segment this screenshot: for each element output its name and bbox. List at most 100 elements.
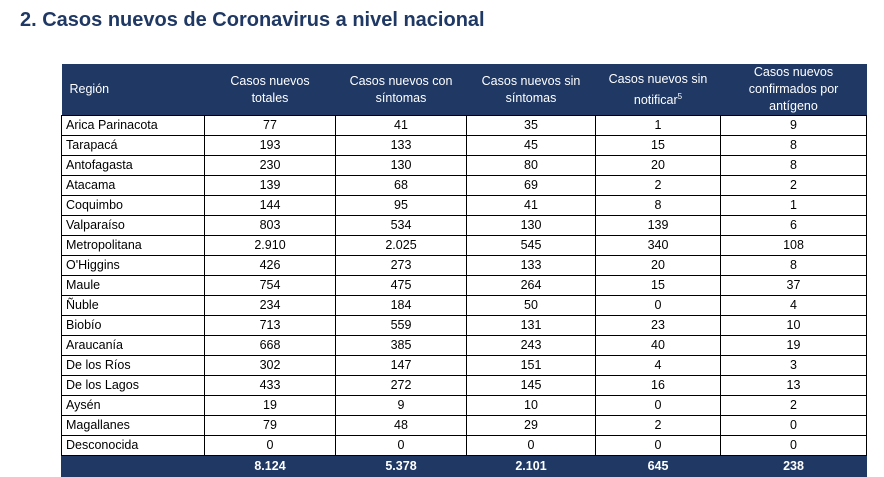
table-row: Araucanía 668 385 243 40 19 [61,335,867,356]
region-cell: O'Higgins [61,255,205,276]
totales-cell: 302 [204,355,336,376]
antigeno-cell: 8 [720,135,867,156]
table-row: De los Lagos 433 272 145 16 13 [61,375,867,396]
antigeno-cell: 6 [720,215,867,236]
header-con-sintomas: Casos nuevos con síntomas [335,64,467,116]
region-cell: Biobío [61,315,205,336]
sin-notificar-cell: 0 [595,295,721,316]
totales-cell: 668 [204,335,336,356]
sin-sintomas-cell: 145 [466,375,596,396]
sin-sintomas-cell: 35 [466,115,596,136]
totales-cell: 234 [204,295,336,316]
table-row: Desconocida 0 0 0 0 0 [61,435,867,456]
total-antigeno: 238 [720,455,867,477]
sin-sintomas-cell: 45 [466,135,596,156]
antigeno-cell: 9 [720,115,867,136]
con-sintomas-cell: 2.025 [335,235,467,256]
sin-notificar-cell: 40 [595,335,721,356]
total-con-sintomas: 5.378 [335,455,467,477]
region-cell: Maule [61,275,205,296]
con-sintomas-cell: 147 [335,355,467,376]
table-row: Aysén 19 9 10 0 2 [61,395,867,416]
totales-cell: 144 [204,195,336,216]
sin-notificar-cell: 20 [595,255,721,276]
sin-sintomas-cell: 130 [466,215,596,236]
totals-label [61,455,205,477]
region-cell: Magallanes [61,415,205,436]
sin-sintomas-cell: 133 [466,255,596,276]
con-sintomas-cell: 559 [335,315,467,336]
sin-notificar-cell: 20 [595,155,721,176]
region-cell: Araucanía [61,335,205,356]
page-title: 2. Casos nuevos de Coronavirus a nivel n… [20,9,485,31]
region-cell: Arica Parinacota [61,115,205,136]
con-sintomas-cell: 9 [335,395,467,416]
totales-cell: 19 [204,395,336,416]
sin-sintomas-cell: 151 [466,355,596,376]
con-sintomas-cell: 184 [335,295,467,316]
sin-notificar-cell: 23 [595,315,721,336]
antigeno-cell: 108 [720,235,867,256]
sin-notificar-cell: 2 [595,415,721,436]
sin-sintomas-cell: 243 [466,335,596,356]
table-row: Atacama 139 68 69 2 2 [61,175,867,196]
region-cell: Coquimbo [61,195,205,216]
sin-sintomas-cell: 0 [466,435,596,456]
sin-sintomas-cell: 29 [466,415,596,436]
table-row: Arica Parinacota 77 41 35 1 9 [61,115,867,136]
sin-notificar-cell: 2 [595,175,721,196]
sin-sintomas-cell: 264 [466,275,596,296]
sin-sintomas-cell: 131 [466,315,596,336]
table-row: De los Ríos 302 147 151 4 3 [61,355,867,376]
table-header-row: Región Casos nuevos totales Casos nuevos … [61,64,867,116]
antigeno-cell: 0 [720,415,867,436]
sin-notificar-cell: 15 [595,275,721,296]
con-sintomas-cell: 0 [335,435,467,456]
region-cell: Valparaíso [61,215,205,236]
totales-cell: 0 [204,435,336,456]
sin-notificar-cell: 340 [595,235,721,256]
region-cell: Antofagasta [61,155,205,176]
antigeno-cell: 8 [720,155,867,176]
region-cell: Ñuble [61,295,205,316]
antigeno-cell: 4 [720,295,867,316]
region-cell: Metropolitana [61,235,205,256]
totales-cell: 2.910 [204,235,336,256]
table-row: Tarapacá 193 133 45 15 8 [61,135,867,156]
sin-notificar-cell: 0 [595,395,721,416]
con-sintomas-cell: 272 [335,375,467,396]
table-row: Valparaíso 803 534 130 139 6 [61,215,867,236]
totales-cell: 433 [204,375,336,396]
antigeno-cell: 8 [720,255,867,276]
total-totales: 8.124 [204,455,336,477]
con-sintomas-cell: 130 [335,155,467,176]
sin-notificar-cell: 8 [595,195,721,216]
cases-table: Región Casos nuevos totales Casos nuevos … [61,64,867,477]
sin-notificar-cell: 1 [595,115,721,136]
antigeno-cell: 37 [720,275,867,296]
con-sintomas-cell: 475 [335,275,467,296]
table-row: Metropolitana 2.910 2.025 545 340 108 [61,235,867,256]
antigeno-cell: 3 [720,355,867,376]
sin-sintomas-cell: 545 [466,235,596,256]
footnote-marker: 5 [677,91,683,101]
table-row: O'Higgins 426 273 133 20 8 [61,255,867,276]
totales-cell: 79 [204,415,336,436]
region-cell: Aysén [61,395,205,416]
totales-cell: 803 [204,215,336,236]
con-sintomas-cell: 48 [335,415,467,436]
antigeno-cell: 13 [720,375,867,396]
sin-sintomas-cell: 50 [466,295,596,316]
antigeno-cell: 2 [720,395,867,416]
table-row: Antofagasta 230 130 80 20 8 [61,155,867,176]
region-cell: Desconocida [61,435,205,456]
totales-cell: 754 [204,275,336,296]
header-totales: Casos nuevos totales [204,64,336,116]
sin-sintomas-cell: 10 [466,395,596,416]
table-body: Arica Parinacota 77 41 35 1 9 Tarapacá 193 133 45… [61,115,867,456]
con-sintomas-cell: 133 [335,135,467,156]
sin-sintomas-cell: 80 [466,155,596,176]
antigeno-cell: 0 [720,435,867,456]
total-sin-notificar: 645 [595,455,721,477]
totales-cell: 139 [204,175,336,196]
